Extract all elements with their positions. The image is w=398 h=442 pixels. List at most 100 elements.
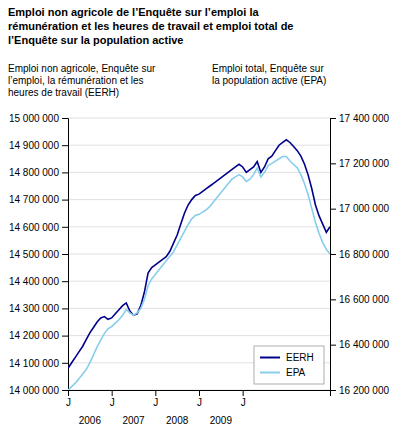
tick-label: 17 400 000 — [339, 113, 389, 124]
grid — [68, 118, 330, 390]
chart: Emploi non agricole de l’Enquête sur l’e… — [0, 0, 398, 442]
tick-mark — [62, 336, 68, 337]
tick-mark — [330, 390, 336, 391]
tick-label: 16 600 000 — [339, 294, 389, 305]
y-axis-title: Emploi non agricole, Enquête surl’emploi… — [8, 63, 156, 98]
grid-line — [68, 145, 330, 146]
annotation: 2008 — [166, 415, 189, 426]
tick-label: 16 200 000 — [339, 385, 389, 396]
tick-label: 14 700 000 — [9, 194, 59, 205]
legend-label: EERH — [286, 352, 314, 363]
tick-label: J — [197, 397, 202, 408]
annotation: 2009 — [210, 415, 233, 426]
tick: 14 200 000 — [9, 330, 68, 341]
tick: J — [66, 390, 71, 408]
tick-label: 14 100 000 — [9, 358, 59, 369]
tick-label: 14 900 000 — [9, 140, 59, 151]
tick: 17 000 000 — [330, 203, 389, 214]
tick: 17 200 000 — [330, 158, 389, 169]
plot: J J J J J 14 000 000 14 100 000 14 200 000 14 30… — [9, 113, 390, 426]
line — [68, 140, 330, 368]
tick-mark — [199, 390, 200, 396]
tick-mark — [62, 308, 68, 309]
tick-mark — [62, 118, 68, 119]
annotation: 2006 — [79, 415, 102, 426]
tick-mark — [330, 118, 336, 119]
tick: 14 600 000 — [9, 222, 68, 233]
tick-label: 14 200 000 — [9, 330, 59, 341]
tick: 14 300 000 — [9, 303, 68, 314]
y2-axis: 16 200 000 16 400 000 16 600 000 16 800 000… — [330, 113, 389, 396]
tick-label: 14 000 000 — [9, 385, 59, 396]
tick-label: 16 800 000 — [339, 249, 389, 260]
tick: J — [197, 390, 202, 408]
axis-line — [331, 119, 337, 391]
grid-line — [68, 172, 330, 173]
tick-label: 16 400 000 — [339, 339, 389, 350]
tick: J — [110, 390, 115, 408]
grid-line — [68, 118, 330, 119]
tick-label: J — [110, 397, 115, 408]
tick-label: J — [66, 397, 71, 408]
tick-mark — [330, 299, 336, 300]
annotation: 2007 — [122, 415, 145, 426]
tick-mark — [62, 390, 68, 391]
legend-box — [254, 346, 324, 384]
tick: J — [241, 390, 246, 408]
grid-line — [68, 254, 330, 255]
tick-mark — [330, 209, 336, 210]
tick: 14 500 000 — [9, 249, 68, 260]
tick-label: 14 800 000 — [9, 167, 59, 178]
legend-swatch — [260, 357, 280, 359]
legend: EERH EPA — [254, 346, 324, 384]
tick-label: 14 300 000 — [9, 303, 59, 314]
line — [68, 157, 330, 390]
tick: 14 100 000 — [9, 358, 68, 369]
legend-label: EPA — [286, 367, 306, 378]
y2-axis-title: Emploi total, Enquête surla population a… — [212, 63, 326, 86]
legend-swatch — [260, 372, 280, 374]
tick-mark — [330, 163, 336, 164]
tick-label: 14 500 000 — [9, 249, 59, 260]
tick: 14 700 000 — [9, 194, 68, 205]
tick: 14 000 000 — [9, 385, 68, 396]
tick-label: 17 000 000 — [339, 203, 389, 214]
tick: 14 900 000 — [9, 140, 68, 151]
tick-label: J — [241, 397, 246, 408]
tick-label: 17 200 000 — [339, 158, 389, 169]
grid-line — [68, 199, 330, 200]
tick: 14 800 000 — [9, 167, 68, 178]
tick-label: 15 000 000 — [9, 113, 59, 124]
x-axis: JJJJJ — [66, 390, 331, 408]
title: Emploi non agricole de l’Enquête sur l’e… — [8, 6, 293, 46]
tick: 14 400 000 — [9, 276, 68, 287]
grid-line — [68, 308, 330, 309]
grid-line — [68, 281, 330, 282]
tick-label: 14 600 000 — [9, 222, 59, 233]
axis-line — [69, 391, 331, 397]
tick-mark — [112, 390, 113, 396]
tick-label: J — [153, 397, 158, 408]
tick-mark — [243, 390, 244, 396]
tick: 16 400 000 — [330, 339, 389, 350]
tick: 15 000 000 — [9, 113, 68, 124]
tick-mark — [62, 227, 68, 228]
tick-mark — [62, 254, 68, 255]
axis-line — [62, 119, 69, 391]
tick-mark — [62, 363, 68, 364]
grid-line — [68, 335, 330, 336]
tick-mark — [62, 200, 68, 201]
tick-mark — [330, 345, 336, 346]
tick-label: 14 400 000 — [9, 276, 59, 287]
tick: 16 200 000 — [330, 385, 389, 396]
tick-mark — [62, 145, 68, 146]
tick-mark — [330, 254, 336, 255]
tick-mark — [62, 281, 68, 282]
tick-mark — [155, 390, 156, 396]
tick: J — [153, 390, 158, 408]
tick-mark — [62, 172, 68, 173]
y-axis: 14 000 000 14 100 000 14 200 000 14 300 000… — [9, 113, 69, 396]
tick: 17 400 000 — [330, 113, 389, 124]
tick: 16 800 000 — [330, 249, 389, 260]
tick: 16 600 000 — [330, 294, 389, 305]
